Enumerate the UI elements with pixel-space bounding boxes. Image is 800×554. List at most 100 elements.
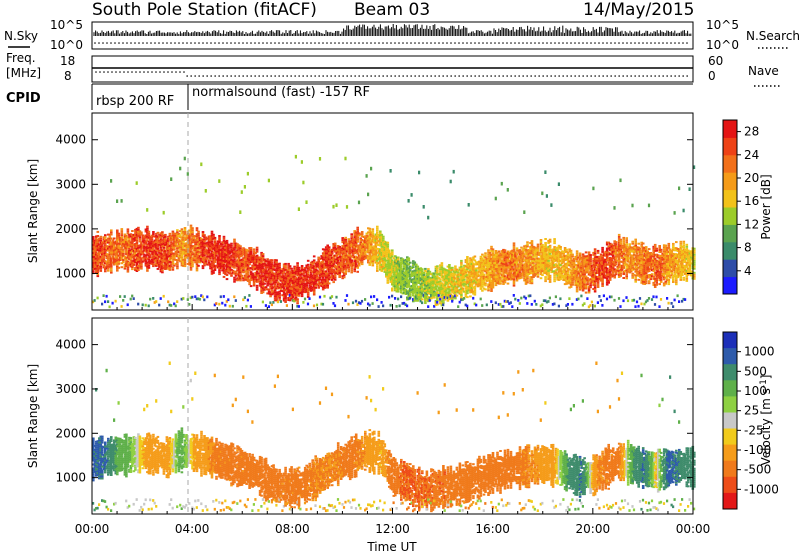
echo-cell xyxy=(306,269,310,272)
echo-cell xyxy=(251,266,254,269)
echo-cell xyxy=(416,299,420,302)
echo-cell xyxy=(120,228,124,231)
echo-cell xyxy=(236,277,239,280)
echo-cell xyxy=(119,236,122,239)
echo-cell xyxy=(104,242,107,245)
nave-dot xyxy=(554,75,556,77)
echo-cell xyxy=(125,259,128,261)
echo-cell xyxy=(342,248,346,251)
echo-cell xyxy=(222,253,226,256)
echo-cell xyxy=(446,299,450,302)
echo-cell xyxy=(221,261,224,264)
echo-cell xyxy=(466,288,469,291)
noise-cell xyxy=(318,295,322,299)
echo-cell xyxy=(297,282,301,285)
echo-cell xyxy=(234,274,238,277)
echo-cell xyxy=(467,289,471,292)
echo-cell xyxy=(317,284,320,287)
echo-cell xyxy=(315,275,319,278)
nsearch-dot xyxy=(194,42,196,44)
echo-cell xyxy=(379,242,382,245)
echo-cell xyxy=(207,251,211,254)
echo-cell xyxy=(338,270,341,272)
echo-cell xyxy=(400,271,403,274)
echo-cell xyxy=(218,259,221,262)
echo-cell xyxy=(290,273,293,276)
echo-cell xyxy=(108,261,112,264)
echo-cell xyxy=(297,292,301,295)
echo-cell xyxy=(156,261,160,264)
echo-cell xyxy=(102,238,106,241)
echo-cell xyxy=(347,262,350,265)
nsearch-dot xyxy=(238,42,240,44)
echo-cell xyxy=(147,232,151,235)
echo-cell xyxy=(338,276,341,278)
echo-cell xyxy=(291,282,295,284)
echo-cell xyxy=(354,257,358,260)
echo-cell xyxy=(324,278,328,281)
echo-cell xyxy=(382,247,385,250)
nsearch-dot xyxy=(174,42,176,44)
echo-cell xyxy=(278,296,281,299)
sparse-cell xyxy=(186,172,189,176)
echo-cell xyxy=(439,266,442,269)
echo-cell xyxy=(135,239,139,242)
echo-cell xyxy=(475,271,478,274)
echo-cell xyxy=(219,259,223,261)
echo-cell xyxy=(309,281,313,284)
echo-cell xyxy=(296,288,299,291)
echo-cell xyxy=(466,264,469,267)
echo-cell xyxy=(156,249,160,252)
noise-cell xyxy=(377,305,380,308)
nave-dot xyxy=(99,71,101,73)
echo-cell xyxy=(404,274,408,277)
echo-cell xyxy=(284,266,287,269)
noise-cell xyxy=(233,295,236,299)
echo-cell xyxy=(354,251,358,254)
nave-dot xyxy=(151,71,153,73)
echo-cell xyxy=(371,252,375,255)
echo-cell xyxy=(135,248,139,250)
nsearch-dot xyxy=(274,42,276,44)
echo-cell xyxy=(342,256,346,259)
noise-cell xyxy=(102,294,105,297)
echo-cell xyxy=(218,273,221,276)
echo-cell xyxy=(132,249,136,252)
echo-cell xyxy=(415,279,418,282)
echo-cell xyxy=(357,256,361,259)
echo-cell xyxy=(200,239,203,242)
echo-cell xyxy=(427,292,430,295)
echo-cell xyxy=(440,262,444,265)
echo-cell xyxy=(165,239,169,242)
echo-cell xyxy=(321,268,325,271)
echo-cell xyxy=(287,289,290,291)
echo-cell xyxy=(436,265,439,268)
echo-cell xyxy=(174,232,178,235)
noise-cell xyxy=(203,298,206,302)
echo-cell xyxy=(336,253,340,255)
echo-cell xyxy=(144,236,148,239)
echo-cell xyxy=(428,278,432,281)
echo-cell xyxy=(422,282,426,284)
echo-cell xyxy=(433,290,436,293)
echo-cell xyxy=(356,266,359,269)
echo-cell xyxy=(383,258,387,261)
nsearch-dots xyxy=(94,42,688,44)
echo-cell xyxy=(236,253,239,256)
echo-cell xyxy=(452,276,456,279)
noise-cell xyxy=(131,294,134,298)
echo-cell xyxy=(228,252,232,255)
echo-cell xyxy=(326,284,329,287)
echo-cell xyxy=(299,271,302,274)
nave-dot xyxy=(155,71,157,73)
echo-cell xyxy=(123,255,127,258)
noise-cell xyxy=(330,295,334,298)
echo-cell xyxy=(219,267,223,269)
echo-cell xyxy=(92,238,95,240)
echo-cell xyxy=(293,287,296,290)
echo-cell xyxy=(230,248,233,251)
echo-cell xyxy=(473,291,477,294)
echo-cell xyxy=(257,260,260,263)
echo-cell xyxy=(95,269,98,272)
echo-cell xyxy=(440,300,444,303)
